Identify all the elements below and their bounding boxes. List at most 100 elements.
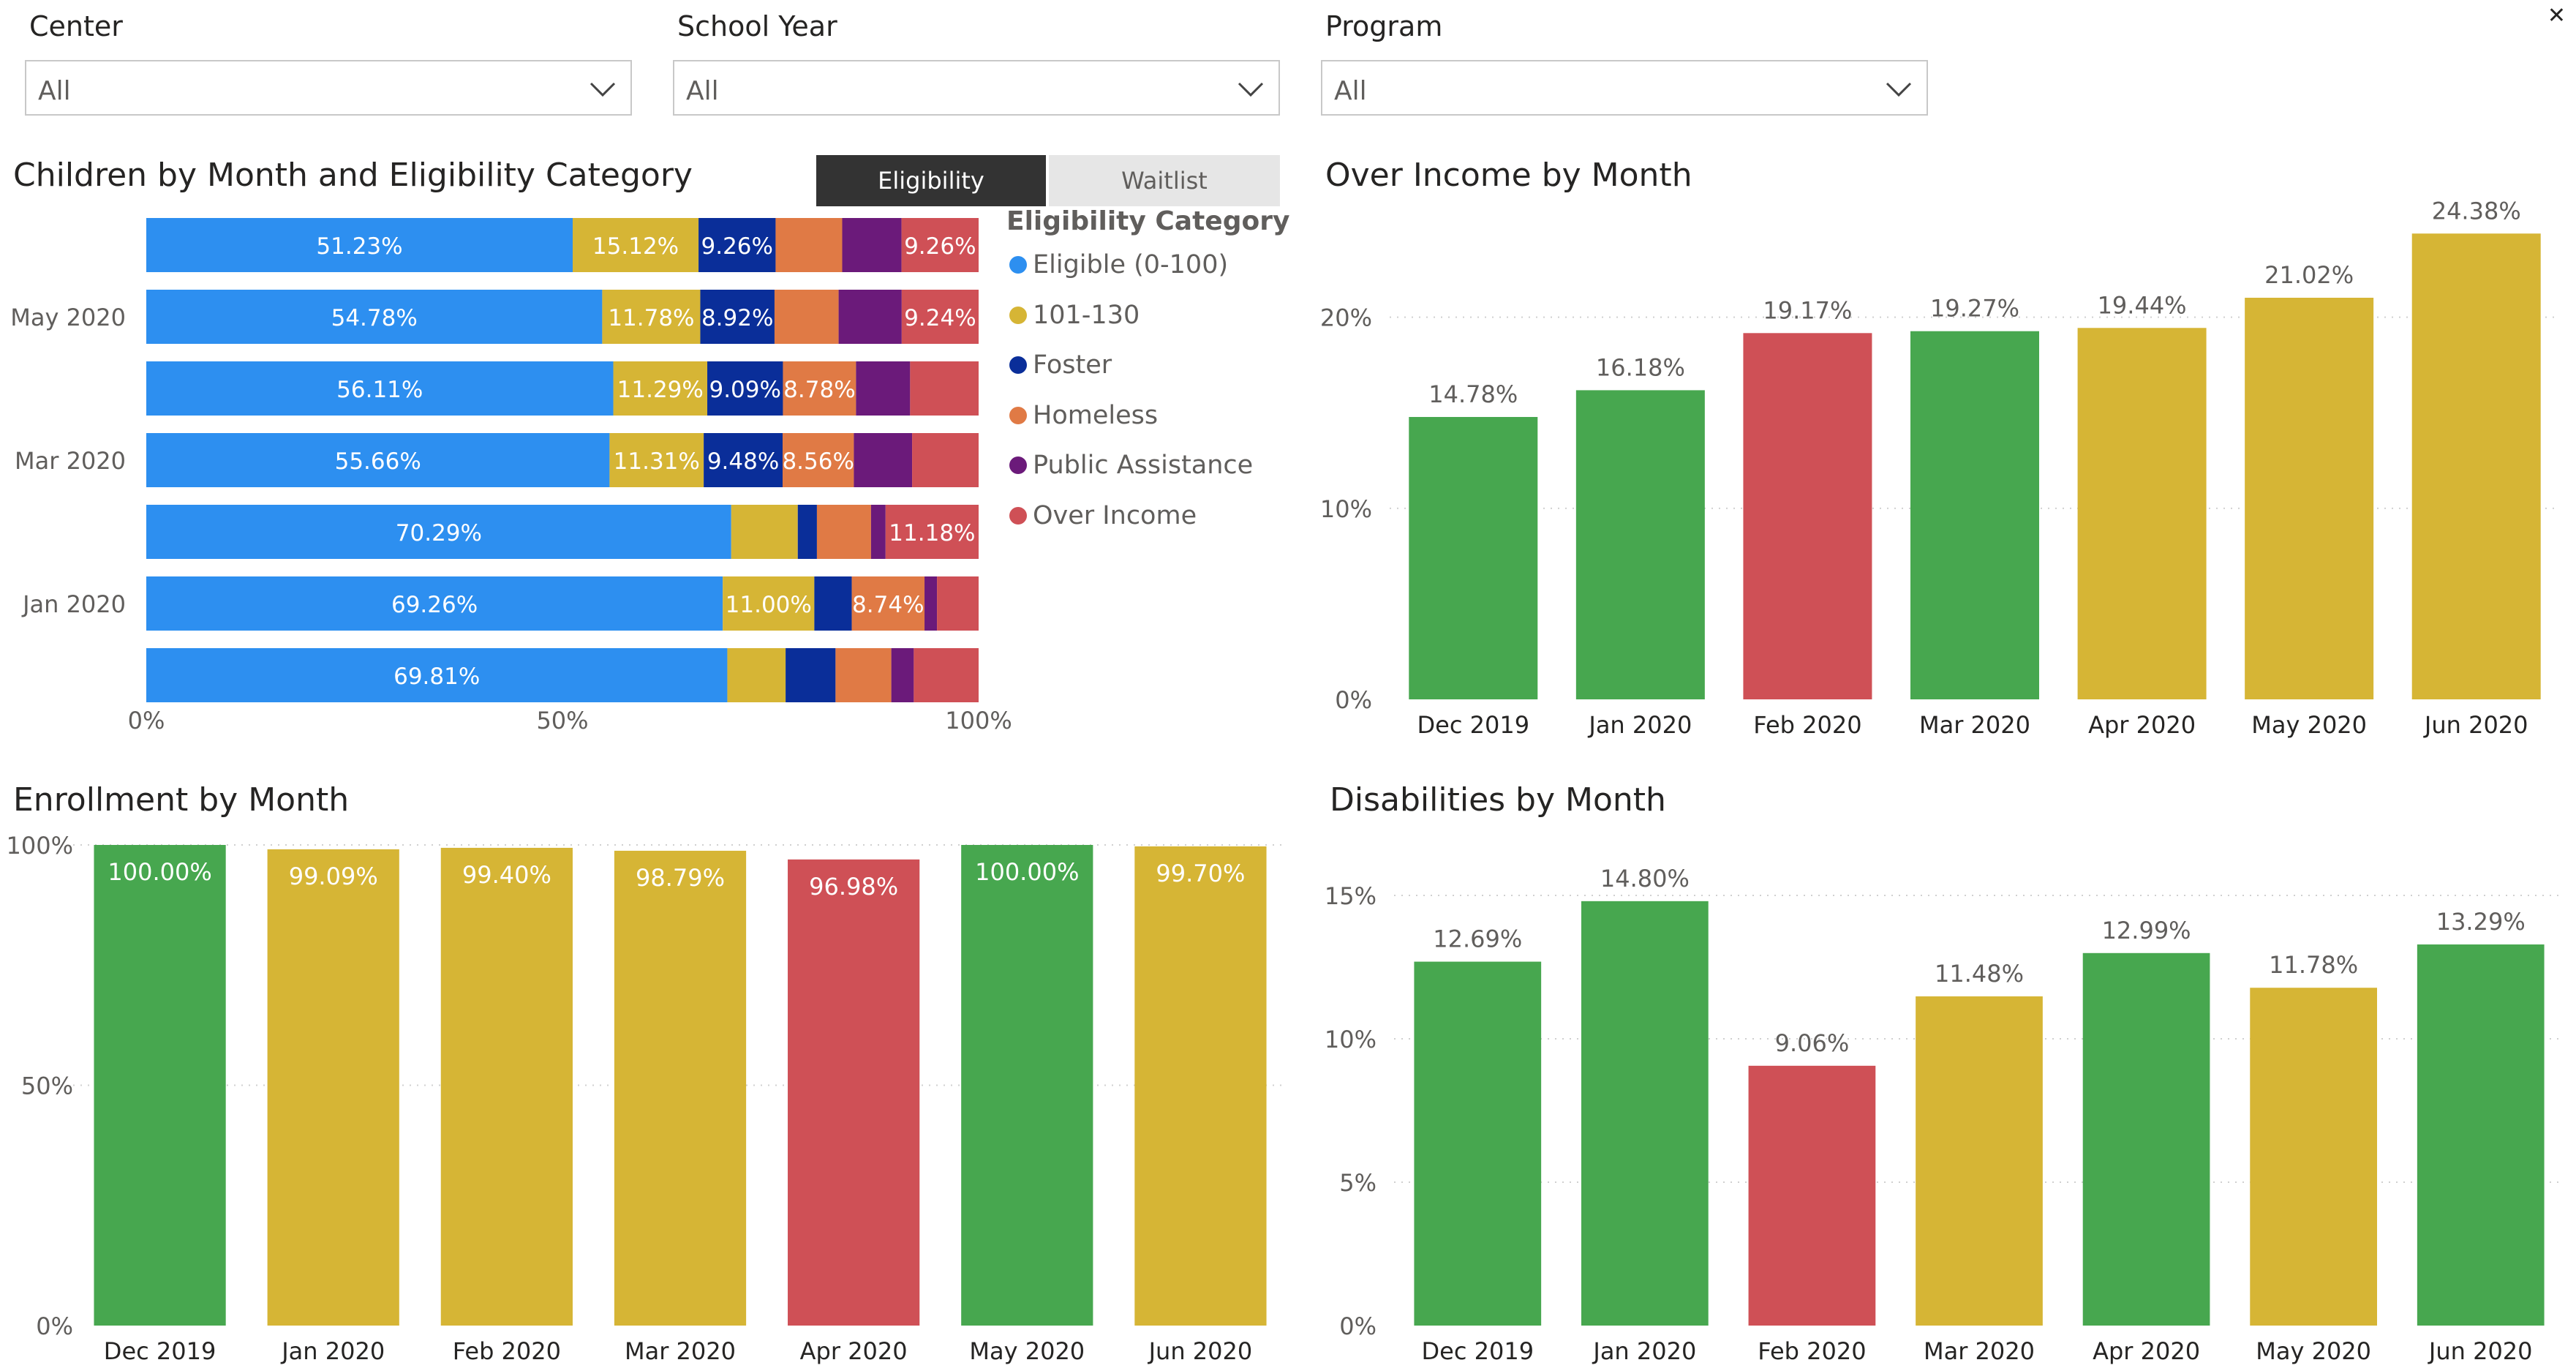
bar [1581,901,1709,1326]
bar [94,845,226,1326]
data-label: 8.56% [782,448,854,475]
legend-item-label: Foster [1033,350,1112,380]
bar [267,849,399,1326]
legend-item[interactable]: Public Assistance [1009,451,1253,480]
x-tick-label: Apr 2020 [2088,711,2196,739]
data-label: 99.09% [289,862,378,890]
x-tick-label: Feb 2020 [453,1337,561,1365]
program-slicer-label: Program [1325,10,1443,42]
bar-segment [910,361,979,416]
bar-segment [731,505,798,559]
bar-segment [146,576,723,631]
bar-segment [901,218,979,272]
bar [2077,328,2207,699]
data-label: 11.78% [608,305,694,331]
bar-segment [838,290,902,344]
program-dropdown-value: All [1334,76,1367,106]
y-tick-label: May 2020 [10,304,126,331]
legend-title: Eligibility Category [1006,206,1290,236]
data-label: 11.18% [889,520,975,546]
y-tick-label: 10% [1325,1026,1376,1053]
bar-segment [783,433,854,487]
data-label: 12.69% [1433,925,1522,953]
x-tick-label: 50% [536,707,588,734]
bar [440,847,573,1326]
legend-item[interactable]: Over Income [1009,501,1197,530]
bar-segment [835,648,892,702]
legend-dot-icon [1009,506,1027,525]
data-label: 14.78% [1428,380,1518,408]
data-label: 19.44% [2098,291,2187,319]
x-tick-label: Mar 2020 [1919,711,2030,739]
bar-segment [914,648,979,702]
y-tick-label: Mar 2020 [15,447,126,475]
x-tick-label: Feb 2020 [1753,711,1861,739]
enrollment-chart-title: Enrollment by Month [13,781,350,819]
center-dropdown-value: All [38,76,71,106]
data-label: 55.66% [335,448,421,475]
bar [2250,988,2377,1326]
bar-segment [707,361,783,416]
x-tick-label: Jun 2020 [2423,711,2528,739]
bar-segment [851,576,925,631]
data-label: 51.23% [316,233,402,260]
x-tick-label: Feb 2020 [1758,1337,1866,1365]
bar [2411,233,2541,699]
bar-segment [775,218,843,272]
center-dropdown[interactable]: All [25,60,632,116]
y-tick-label: 100% [7,832,73,860]
program-dropdown[interactable]: All [1321,60,1928,116]
school-year-dropdown[interactable]: All [673,60,1280,116]
chevron-down-icon [1886,82,1912,97]
legend-item[interactable]: Foster [1009,350,1112,380]
x-tick-label: May 2020 [969,1337,1085,1365]
data-label: 11.48% [1935,960,2024,988]
x-tick-label: May 2020 [2256,1337,2371,1365]
bar [1916,996,2043,1326]
x-tick-label: Dec 2019 [104,1337,216,1365]
bar [2082,952,2210,1326]
legend-item[interactable]: Eligible (0-100) [1009,250,1228,279]
data-label: 69.81% [393,664,480,690]
legend-item[interactable]: 101-130 [1009,301,1140,330]
data-label: 15.12% [592,233,679,260]
data-label: 11.00% [726,592,812,618]
x-tick-label: Mar 2020 [625,1337,736,1365]
bar-segment [146,433,610,487]
data-label: 11.29% [617,377,704,403]
eligibility-toggle-button[interactable]: Eligibility [816,155,1046,206]
x-tick-label: Jun 2020 [1148,1337,1253,1365]
x-tick-label: 0% [128,707,165,734]
enrollment-bar-chart: 0% 50% 100% 100.00% Dec 2019 99.09% Jan 2020 99… [7,832,1287,1365]
bar-segment [885,505,979,559]
legend-dot-icon [1009,356,1027,374]
close-icon[interactable]: ✕ [2547,3,2566,29]
bar-segment [854,433,913,487]
data-label: 54.78% [331,305,418,331]
bar-segment [816,505,871,559]
center-slicer-label: Center [29,10,123,42]
bar-segment [774,290,839,344]
bar [961,845,1093,1326]
over-income-bar-chart: 0% 10% 20% 14.78% Dec 2019 16.18% Jan 2020 19.1… [1320,198,2560,739]
data-label: 9.48% [707,448,779,475]
waitlist-toggle-button[interactable]: Waitlist [1049,155,1280,206]
data-label: 9.24% [904,305,976,331]
data-label: 24.38% [2432,198,2521,225]
bar [2245,298,2374,699]
legend-item-label: Homeless [1033,400,1159,430]
bar-segment [814,576,852,631]
bar-segment [856,361,911,416]
bar-segment [901,290,979,344]
bar-segment [609,433,704,487]
bar-segment [698,218,776,272]
bar-segment [912,433,979,487]
bar-segment [704,433,783,487]
legend-item[interactable]: Homeless [1009,401,1158,430]
bar [788,859,920,1326]
data-label: 11.31% [614,448,700,475]
y-tick-label: 0% [1339,1312,1376,1340]
bar-segment [786,648,836,702]
eligibility-chart-title: Children by Month and Eligibility Catego… [13,157,693,194]
x-tick-label: Dec 2019 [1417,711,1530,739]
